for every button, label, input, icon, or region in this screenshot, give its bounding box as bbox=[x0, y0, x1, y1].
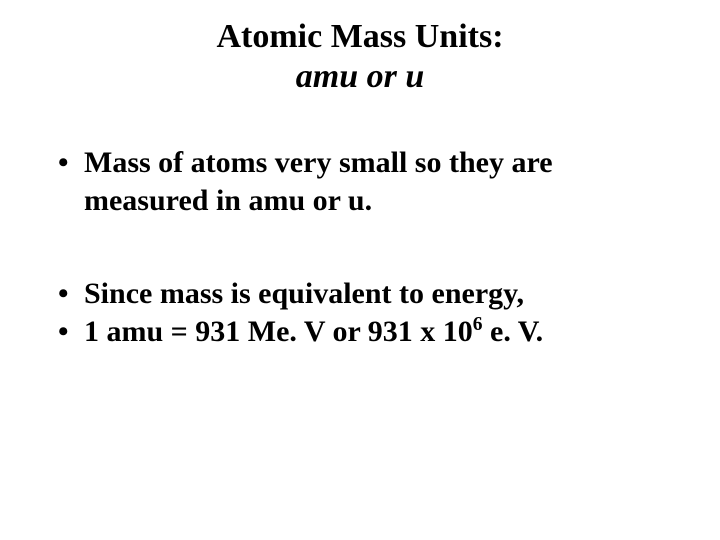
title-line-2: amu or u bbox=[40, 58, 680, 96]
bullet-group-2: Since mass is equivalent to energy, 1 am… bbox=[40, 275, 680, 350]
bullet-item-3: 1 amu = 931 Me. V or 931 x 106 e. V. bbox=[58, 313, 680, 351]
title-line-1: Atomic Mass Units: bbox=[40, 18, 680, 56]
bullet-text-1: Mass of atoms very small so they are mea… bbox=[84, 146, 553, 217]
bullet-text-3-sup: 6 bbox=[473, 314, 483, 335]
slide-title: Atomic Mass Units: amu or u bbox=[40, 18, 680, 96]
bullet-text-3-suffix: e. V. bbox=[483, 315, 544, 348]
bullet-text-3-prefix: 1 amu = 931 Me. V or 931 x 10 bbox=[84, 315, 473, 348]
bullet-item-2: Since mass is equivalent to energy, bbox=[58, 275, 680, 313]
bullet-text-2: Since mass is equivalent to energy, bbox=[84, 277, 524, 310]
bullet-item-1: Mass of atoms very small so they are mea… bbox=[58, 144, 680, 219]
bullet-group-1: Mass of atoms very small so they are mea… bbox=[40, 144, 680, 219]
